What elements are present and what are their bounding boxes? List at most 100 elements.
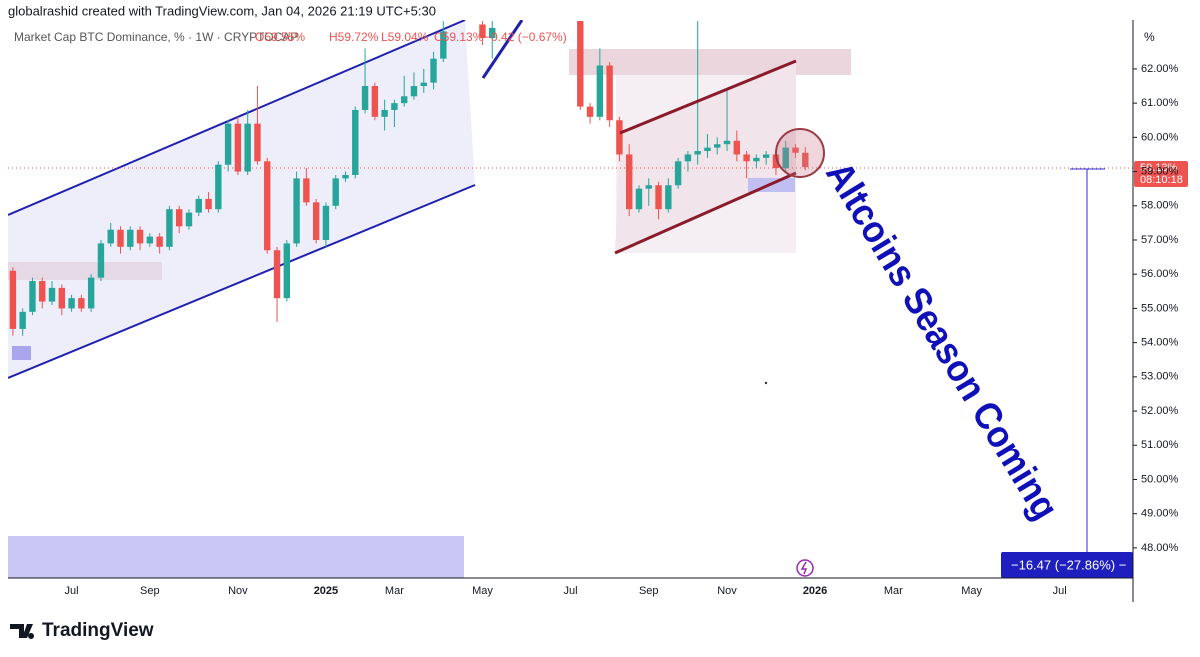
- y-tick-label: 52.00%: [1141, 405, 1179, 417]
- event-icon[interactable]: [796, 559, 814, 577]
- y-axis-label: %: [1144, 30, 1155, 44]
- ohlc-label: O59.55%: [255, 30, 305, 44]
- candle-body: [410, 86, 418, 97]
- x-tick-label: May: [472, 585, 493, 597]
- candle-body: [244, 123, 251, 172]
- candle-body: [107, 229, 114, 244]
- drawings: [8, 20, 1133, 578]
- zone: [8, 262, 162, 280]
- candle-body: [665, 185, 672, 210]
- candle-body: [352, 109, 359, 175]
- candle-body: [224, 123, 232, 165]
- candle-body: [87, 277, 95, 309]
- candle-body: [674, 161, 682, 186]
- candle-body: [616, 120, 623, 155]
- ohlc-label: H59.72%: [329, 30, 379, 44]
- trend-line: [481, 20, 524, 79]
- candle-body: [312, 202, 320, 240]
- candle-body: [273, 250, 281, 299]
- candle-body: [303, 178, 310, 203]
- header: globalrashid created with TradingView.co…: [8, 3, 436, 18]
- candle-body: [254, 123, 261, 162]
- candle-body: [772, 154, 780, 169]
- candle-body: [156, 236, 163, 247]
- channel-line: [8, 20, 466, 216]
- candle-body: [205, 198, 212, 210]
- candle-body: [743, 154, 750, 162]
- candle-body: [166, 209, 173, 247]
- channel-shade: [8, 20, 475, 378]
- candle-body: [694, 151, 701, 155]
- candle-body: [322, 205, 330, 240]
- candle-body: [479, 24, 486, 39]
- x-tick-label: Jul: [563, 585, 577, 597]
- countdown: 08:10:18: [1140, 174, 1183, 186]
- candle-body: [19, 311, 26, 329]
- chart-title: Market Cap BTC Dominance, % · 1W · CRYPT…: [14, 30, 298, 44]
- candle-body: [733, 140, 741, 155]
- candle-body: [58, 287, 66, 309]
- candle-body: [136, 229, 144, 244]
- candle-body: [645, 185, 652, 189]
- x-tick-label: 2025: [314, 585, 338, 597]
- y-tick-label: 59.00%: [1141, 165, 1179, 177]
- candle-body: [430, 58, 437, 83]
- candle-body: [361, 86, 369, 110]
- candle-body: [264, 161, 271, 251]
- candle-body: [753, 157, 760, 162]
- candle-body: [440, 31, 447, 59]
- candle-body: [127, 229, 134, 247]
- candle-body: [293, 178, 300, 244]
- candles: [9, 21, 809, 336]
- candle-body: [684, 154, 692, 162]
- candle-body: [185, 212, 193, 227]
- y-tick-label: 50.00%: [1141, 473, 1179, 485]
- y-tick-label: 62.00%: [1141, 63, 1179, 75]
- x-tick-label: 2026: [803, 585, 827, 597]
- candle-body: [391, 103, 398, 110]
- y-tick-label: 55.00%: [1141, 302, 1179, 314]
- candle-body: [586, 106, 594, 117]
- candle-body: [29, 281, 36, 312]
- ohlc-label: C59.13%: [434, 30, 484, 44]
- candle-body: [420, 82, 427, 87]
- brand-logo: TradingView: [10, 620, 154, 641]
- channel-line: [8, 184, 476, 379]
- y-tick-label: 54.00%: [1141, 337, 1179, 349]
- zone: [8, 536, 464, 578]
- candle-body: [655, 185, 662, 210]
- y-tick-label: 58.00%: [1141, 200, 1179, 212]
- candle-body: [782, 147, 789, 169]
- candle-body: [68, 298, 75, 309]
- x-tick-label: May: [961, 585, 982, 597]
- measure-box: [1001, 552, 1133, 578]
- candle-body: [577, 21, 584, 107]
- x-tick-label: Nov: [717, 585, 737, 597]
- y-tick-label: 48.00%: [1141, 542, 1179, 554]
- ohlc-label: L59.04%: [381, 30, 429, 44]
- y-tick-label: 57.00%: [1141, 234, 1179, 246]
- event-icon: [800, 561, 808, 575]
- candle-body: [714, 144, 721, 148]
- measure-label: −16.47 (−27.86%) −: [1011, 557, 1126, 572]
- y-tick-label: 61.00%: [1141, 97, 1179, 109]
- ohlc-label: −0.42 (−0.67%): [484, 30, 567, 44]
- x-tick-label: Sep: [639, 585, 659, 597]
- x-tick-label: Jul: [65, 585, 79, 597]
- candle-body: [635, 188, 643, 210]
- y-tick-label: 49.00%: [1141, 508, 1179, 520]
- candle-body: [400, 96, 408, 104]
- dot: [764, 381, 768, 385]
- x-tick-label: Nov: [228, 585, 248, 597]
- candle-body: [195, 198, 202, 213]
- channel-line: [614, 171, 797, 255]
- candle-body: [596, 65, 604, 117]
- candle-body: [625, 154, 633, 210]
- zone: [12, 346, 31, 360]
- candle-body: [371, 86, 379, 117]
- candle-body: [97, 243, 105, 278]
- candle-body: [762, 154, 770, 158]
- candle-body: [146, 236, 154, 244]
- candle-body: [78, 298, 85, 309]
